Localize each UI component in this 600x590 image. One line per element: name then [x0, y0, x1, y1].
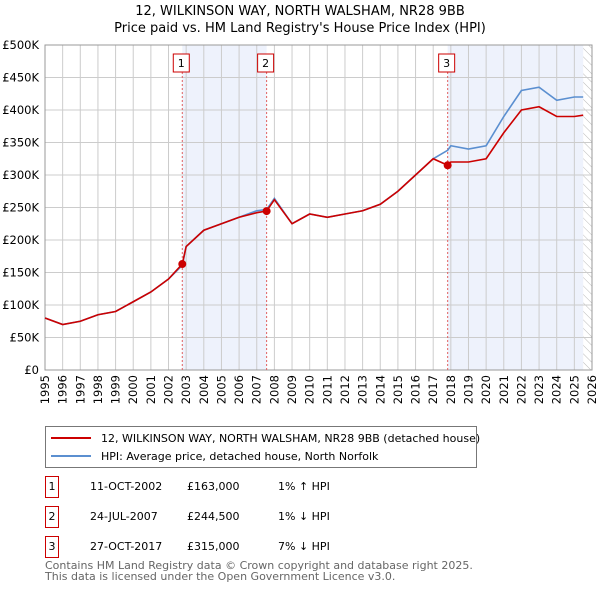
- x-tick-label: 2017: [426, 375, 440, 404]
- x-tick-label: 2006: [232, 375, 246, 404]
- x-tick-label: 1998: [91, 375, 105, 404]
- sale-date: 11-OCT-2002: [90, 480, 163, 493]
- x-tick-label: 2023: [532, 375, 546, 404]
- y-tick-label: £50K: [10, 331, 40, 345]
- sale-hpi-diff: 1% ↓ HPI: [278, 510, 330, 523]
- y-tick-label: £450K: [2, 71, 39, 85]
- x-tick-label: 2007: [250, 375, 264, 404]
- y-tick-label: £500K: [2, 38, 39, 52]
- legend-hpi: HPI: Average price, detached house, Nort…: [101, 449, 379, 463]
- sale-hpi-diff: 7% ↓ HPI: [278, 540, 330, 553]
- sale-point: [262, 207, 271, 216]
- sale-label: 2: [262, 57, 269, 70]
- x-tick-label: 2026: [585, 375, 599, 404]
- x-tick-label: 1996: [56, 375, 70, 404]
- x-tick-label: 2019: [461, 375, 475, 404]
- y-tick-label: £250K: [2, 201, 39, 215]
- series-line: [44, 105, 584, 326]
- x-tick-label: 1997: [73, 375, 87, 404]
- x-tick-label: 2013: [356, 375, 370, 404]
- chart-title: 12, WILKINSON WAY, NORTH WALSHAM, NR28 9…: [135, 4, 465, 19]
- y-tick-label: £100K: [2, 298, 39, 312]
- sale-label: 1: [178, 57, 185, 70]
- price-chart: 1995 1996 1997 1998 1999 2000 2001 2002 2003 2004…: [2, 38, 599, 404]
- footer: Contains HM Land Registry data © Crown c…: [45, 560, 473, 582]
- x-tick-label: 2024: [550, 375, 564, 404]
- y-tick-label: £400K: [2, 103, 39, 117]
- sale-price: £244,500: [187, 510, 240, 523]
- sale-date: 27-OCT-2017: [90, 540, 163, 553]
- x-tick-label: 2003: [179, 375, 193, 404]
- sale-price: £163,000: [187, 480, 240, 493]
- x-tick-label: 2021: [497, 375, 511, 404]
- legend-red-line: [51, 437, 91, 439]
- x-tick-label: 2025: [567, 375, 581, 404]
- x-tick-label: 2012: [338, 375, 352, 404]
- sale-point: [178, 260, 187, 269]
- y-tick-label: £150K: [2, 266, 39, 280]
- sale-marker: 2: [45, 506, 59, 528]
- x-tick-label: 2014: [373, 375, 387, 404]
- sale-marker: 1: [45, 476, 59, 498]
- x-tick-label: 1995: [38, 375, 52, 404]
- y-tick-label: £350K: [2, 136, 39, 150]
- legend: 12, WILKINSON WAY, NORTH WALSHAM, NR28 9…: [45, 426, 481, 468]
- sale-label-box: [172, 53, 190, 73]
- y-tick-label: £200K: [2, 233, 39, 247]
- x-tick-label: 2020: [479, 375, 493, 404]
- x-tick-label: 2016: [409, 375, 423, 404]
- x-tick-label: 2022: [514, 375, 528, 404]
- x-tick-label: 2005: [214, 375, 228, 404]
- x-tick-label: 2001: [144, 375, 158, 404]
- x-tick-label: 2008: [267, 375, 281, 404]
- x-tick-label: 2000: [126, 375, 140, 404]
- x-tick-label: 2004: [197, 375, 211, 404]
- x-tick-label: 2009: [285, 375, 299, 404]
- sale-date: 24-JUL-2007: [90, 510, 158, 523]
- chart-subtitle: Price paid vs. HM Land Registry's House …: [114, 21, 486, 36]
- sale-label-box: [257, 53, 275, 73]
- legend-blue-line: [51, 455, 91, 457]
- x-tick-label: 2018: [444, 375, 458, 404]
- footer-line1: Contains HM Land Registry data © Crown c…: [45, 559, 473, 572]
- footer-line2: This data is licensed under the Open Gov…: [45, 570, 396, 583]
- sale-label: 3: [443, 57, 450, 70]
- y-tick-label: £0: [24, 363, 39, 377]
- legend-property: 12, WILKINSON WAY, NORTH WALSHAM, NR28 9…: [101, 431, 481, 445]
- y-tick-label: £300K: [2, 168, 39, 182]
- plot-frame: [44, 44, 593, 371]
- x-tick-label: 2015: [391, 375, 405, 404]
- sale-point: [443, 161, 452, 170]
- sale-price: £315,000: [187, 540, 240, 553]
- x-tick-label: 2011: [320, 375, 334, 404]
- x-tick-label: 2010: [303, 375, 317, 404]
- x-tick-label: 2002: [162, 375, 176, 404]
- sale-marker: 3: [45, 536, 59, 558]
- sale-hpi-diff: 1% ↑ HPI: [278, 480, 330, 493]
- x-tick-label: 1999: [109, 375, 123, 404]
- sale-label-box: [438, 53, 456, 73]
